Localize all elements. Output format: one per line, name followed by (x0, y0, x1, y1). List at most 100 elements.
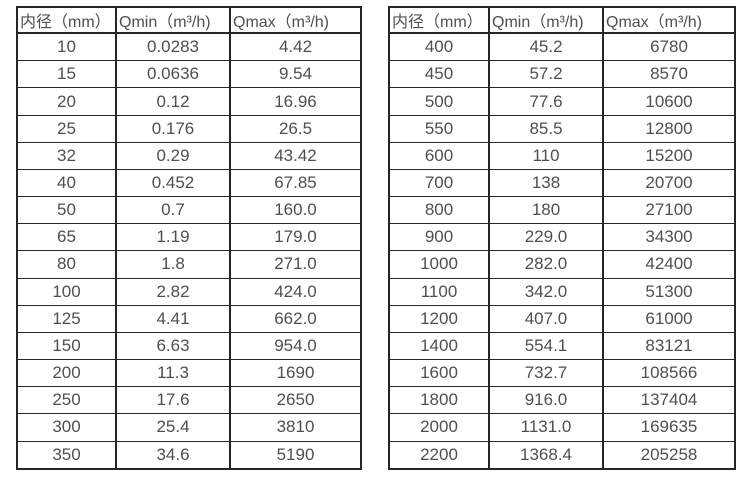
table-row: 250 17.6 2650 (16, 386, 362, 415)
table-row: 150 6.63 954.0 (16, 331, 362, 361)
table-row: 700 138 20700 (388, 168, 736, 198)
table-cell: 51300 (602, 277, 736, 306)
table-row: 10 0.0283 4.42 (16, 32, 362, 62)
table-cell: 83121 (602, 331, 736, 361)
table-cell: 0.12 (115, 87, 231, 116)
table-cell: 6.63 (115, 331, 231, 361)
table-cell: 0.29 (115, 141, 231, 170)
table-cell: 954.0 (229, 331, 362, 361)
table-cell: 1368.4 (488, 440, 604, 470)
table-cell: 169635 (602, 413, 736, 442)
table-cell: 25.4 (115, 413, 231, 442)
table-row: 2200 1368.4 205258 (388, 440, 736, 470)
table-cell: 400 (388, 32, 490, 62)
table-cell: 160.0 (229, 196, 362, 225)
table-cell: 9.54 (229, 60, 362, 89)
table-cell: 407.0 (488, 304, 604, 333)
table-cell: 15 (16, 60, 117, 89)
table-cell: 34300 (602, 223, 736, 252)
table-cell: 11.3 (115, 359, 231, 388)
table-row: 65 1.19 179.0 (16, 223, 362, 252)
table-cell: 57.2 (488, 60, 604, 89)
table-row: 1800 916.0 137404 (388, 386, 736, 415)
table-cell: 1000 (388, 250, 490, 279)
table-cell: 554.1 (488, 331, 604, 361)
table-cell: 2650 (229, 386, 362, 415)
table-cell: 179.0 (229, 223, 362, 252)
table-cell: 229.0 (488, 223, 604, 252)
table-cell: 4.42 (229, 32, 362, 62)
table-row: 40 0.452 67.85 (16, 168, 362, 198)
table-cell: 12800 (602, 114, 736, 143)
table-cell: 65 (16, 223, 117, 252)
col-header-qmin: Qmin（m³/h) (115, 6, 231, 34)
table-cell: 1131.0 (488, 413, 604, 442)
table-cell: 17.6 (115, 386, 231, 415)
table-cell: 137404 (602, 386, 736, 415)
table-cell: 50 (16, 196, 117, 225)
table-cell: 424.0 (229, 277, 362, 306)
table-cell: 550 (388, 114, 490, 143)
table-cell: 1800 (388, 386, 490, 415)
table-cell: 662.0 (229, 304, 362, 333)
table-cell: 0.176 (115, 114, 231, 143)
table-cell: 282.0 (488, 250, 604, 279)
table-cell: 77.6 (488, 87, 604, 116)
table-row: 25 0.176 26.5 (16, 114, 362, 143)
table-row: 550 85.5 12800 (388, 114, 736, 143)
table-row: 200 11.3 1690 (16, 359, 362, 388)
table-cell: 600 (388, 141, 490, 170)
table-cell: 0.0636 (115, 60, 231, 89)
table-cell: 5190 (229, 440, 362, 470)
table-cell: 32 (16, 141, 117, 170)
table-cell: 20 (16, 87, 117, 116)
table-cell: 1.8 (115, 250, 231, 279)
table-row: 2000 1131.0 169635 (388, 413, 736, 442)
table-cell: 20700 (602, 168, 736, 198)
table-cell: 110 (488, 141, 604, 170)
table-cell: 45.2 (488, 32, 604, 62)
table-cell: 350 (16, 440, 117, 470)
table-cell: 40 (16, 168, 117, 198)
table-cell: 342.0 (488, 277, 604, 306)
table-cell: 0.452 (115, 168, 231, 198)
table-row: 500 77.6 10600 (388, 87, 736, 116)
table-cell: 300 (16, 413, 117, 442)
table-row: 400 45.2 6780 (388, 32, 736, 62)
table-cell: 15200 (602, 141, 736, 170)
table-cell: 25 (16, 114, 117, 143)
table-row: 1600 732.7 108566 (388, 359, 736, 388)
table-cell: 2.82 (115, 277, 231, 306)
table-cell: 732.7 (488, 359, 604, 388)
table-cell: 1200 (388, 304, 490, 333)
table-cell: 125 (16, 304, 117, 333)
table-cell: 1690 (229, 359, 362, 388)
table-row: 20 0.12 16.96 (16, 87, 362, 116)
header-row: 内径（mm） Qmin（m³/h) Qmax（m³/h) (16, 6, 362, 34)
col-header-qmax: Qmax（m³/h) (229, 6, 362, 34)
table-cell: 250 (16, 386, 117, 415)
table-cell: 34.6 (115, 440, 231, 470)
table-cell: 2000 (388, 413, 490, 442)
table-row: 1400 554.1 83121 (388, 331, 736, 361)
table-cell: 205258 (602, 440, 736, 470)
table-cell: 900 (388, 223, 490, 252)
table-row: 32 0.29 43.42 (16, 141, 362, 170)
table-cell: 1400 (388, 331, 490, 361)
table-cell: 67.85 (229, 168, 362, 198)
table-cell: 61000 (602, 304, 736, 333)
table-cell: 271.0 (229, 250, 362, 279)
table-row: 50 0.7 160.0 (16, 196, 362, 225)
table-row: 1100 342.0 51300 (388, 277, 736, 306)
table-row: 80 1.8 271.0 (16, 250, 362, 279)
col-header-qmax: Qmax（m³/h) (602, 6, 736, 34)
table-cell: 42400 (602, 250, 736, 279)
table-cell: 27100 (602, 196, 736, 225)
table-cell: 0.0283 (115, 32, 231, 62)
col-header-qmin: Qmin（m³/h) (488, 6, 604, 34)
table-cell: 180 (488, 196, 604, 225)
table-row: 350 34.6 5190 (16, 440, 362, 470)
table-cell: 10 (16, 32, 117, 62)
table-cell: 1.19 (115, 223, 231, 252)
